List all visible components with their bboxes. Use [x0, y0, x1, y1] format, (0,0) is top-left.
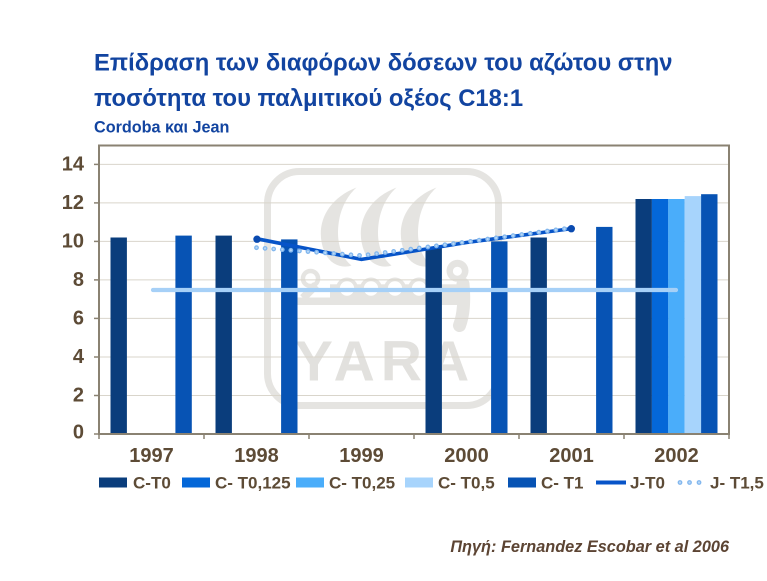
- svg-text:C- T1: C- T1: [541, 474, 584, 493]
- svg-text:C- T0,25: C- T0,25: [329, 474, 395, 493]
- svg-text:1997: 1997: [129, 445, 174, 467]
- svg-text:4: 4: [73, 346, 85, 368]
- svg-text:2002: 2002: [654, 445, 699, 467]
- svg-text:0: 0: [73, 422, 84, 444]
- svg-text:1998: 1998: [234, 445, 279, 467]
- svg-text:ποσότητα του παλμιτικού οξέος: ποσότητα του παλμιτικού οξέος C18:1: [94, 85, 523, 112]
- svg-text:6: 6: [73, 307, 84, 329]
- svg-text:2: 2: [73, 385, 84, 407]
- svg-text:8: 8: [73, 269, 84, 291]
- svg-text:C- T0,125: C- T0,125: [215, 474, 291, 493]
- svg-text:YARA: YARA: [295, 330, 475, 394]
- svg-text:12: 12: [62, 192, 84, 214]
- svg-text:J-T0: J-T0: [630, 474, 665, 493]
- svg-text:1999: 1999: [339, 445, 384, 467]
- svg-text:Cordoba και Jean: Cordoba και Jean: [94, 119, 229, 137]
- svg-text:Πηγή: Fernandez Escobar et al: Πηγή: Fernandez Escobar et al 2006: [450, 538, 730, 556]
- svg-text:C- T0,5: C- T0,5: [438, 474, 495, 493]
- svg-text:J- T1,5: J- T1,5: [710, 474, 764, 493]
- svg-text:2001: 2001: [549, 445, 594, 467]
- svg-text:2000: 2000: [444, 445, 489, 467]
- svg-text:C-T0: C-T0: [133, 474, 171, 493]
- svg-text:10: 10: [62, 230, 84, 252]
- svg-text:14: 14: [62, 153, 85, 175]
- svg-text:Επίδραση των διαφόρων δόσεων τ: Επίδραση των διαφόρων δόσεων του αζώτου …: [94, 50, 672, 77]
